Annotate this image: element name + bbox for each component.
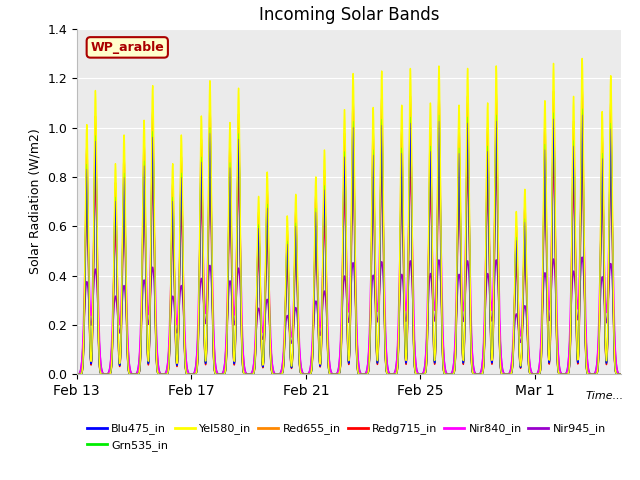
Nir840_in	[73, 372, 81, 377]
Nir840_in	[388, 372, 396, 377]
Title: Incoming Solar Bands: Incoming Solar Bands	[259, 6, 439, 24]
Blu475_in	[563, 372, 570, 377]
Redg715_in	[563, 372, 570, 377]
Nir945_in	[563, 370, 570, 375]
Yel580_in	[542, 146, 550, 152]
Yel580_in	[563, 372, 570, 377]
Yel580_in	[579, 56, 586, 61]
Blu475_in	[542, 187, 550, 192]
Redg715_in	[579, 144, 586, 150]
Blu475_in	[522, 270, 530, 276]
Nir840_in	[617, 372, 625, 377]
Y-axis label: Solar Radiation (W/m2): Solar Radiation (W/m2)	[29, 129, 42, 275]
Nir840_in	[563, 370, 570, 376]
Blu475_in	[321, 189, 328, 195]
Grn535_in	[267, 360, 275, 365]
Grn535_in	[321, 184, 328, 190]
Legend: Blu475_in, Grn535_in, Yel580_in, Red655_in, Redg715_in, Nir840_in, Nir945_in: Blu475_in, Grn535_in, Yel580_in, Red655_…	[83, 419, 611, 455]
Red655_in	[321, 169, 328, 175]
Grn535_in	[73, 372, 81, 377]
Blu475_in	[579, 112, 586, 118]
Yel580_in	[73, 372, 81, 377]
Red655_in	[617, 372, 625, 377]
Nir945_in	[73, 372, 81, 377]
Red655_in	[522, 258, 530, 264]
Text: Time...: Time...	[586, 391, 623, 401]
Line: Nir840_in: Nir840_in	[77, 172, 621, 374]
Redg715_in	[321, 211, 328, 217]
Yel580_in	[617, 372, 625, 377]
Line: Red655_in: Red655_in	[77, 87, 621, 374]
Nir840_in	[522, 274, 530, 279]
Yel580_in	[522, 247, 530, 253]
Line: Blu475_in: Blu475_in	[77, 115, 621, 374]
Yel580_in	[267, 357, 275, 363]
Red655_in	[542, 167, 550, 172]
Nir945_in	[321, 288, 328, 294]
Nir840_in	[321, 228, 328, 234]
Line: Nir945_in: Nir945_in	[77, 257, 621, 374]
Red655_in	[73, 372, 81, 377]
Line: Grn535_in: Grn535_in	[77, 109, 621, 374]
Redg715_in	[522, 282, 530, 288]
Nir945_in	[542, 276, 550, 282]
Redg715_in	[542, 209, 550, 215]
Blu475_in	[388, 372, 396, 377]
Redg715_in	[267, 361, 275, 367]
Nir945_in	[579, 254, 586, 260]
Line: Redg715_in: Redg715_in	[77, 147, 621, 374]
Yel580_in	[321, 149, 328, 155]
Yel580_in	[388, 372, 396, 377]
Red655_in	[579, 84, 586, 90]
Grn535_in	[617, 372, 625, 377]
Grn535_in	[563, 372, 570, 377]
Grn535_in	[388, 372, 396, 377]
Grn535_in	[522, 267, 530, 273]
Blu475_in	[267, 360, 275, 366]
Line: Yel580_in: Yel580_in	[77, 59, 621, 374]
Text: WP_arable: WP_arable	[90, 41, 164, 54]
Grn535_in	[542, 182, 550, 188]
Redg715_in	[73, 372, 81, 377]
Nir945_in	[267, 344, 275, 349]
Nir840_in	[267, 335, 275, 340]
Red655_in	[388, 372, 396, 377]
Nir945_in	[522, 312, 530, 318]
Blu475_in	[73, 372, 81, 377]
Nir840_in	[542, 211, 550, 216]
Redg715_in	[388, 372, 396, 377]
Grn535_in	[579, 106, 586, 112]
Nir945_in	[617, 372, 625, 377]
Nir840_in	[579, 169, 586, 175]
Nir945_in	[388, 372, 396, 377]
Blu475_in	[617, 372, 625, 377]
Redg715_in	[617, 372, 625, 377]
Red655_in	[563, 372, 570, 377]
Red655_in	[267, 359, 275, 364]
